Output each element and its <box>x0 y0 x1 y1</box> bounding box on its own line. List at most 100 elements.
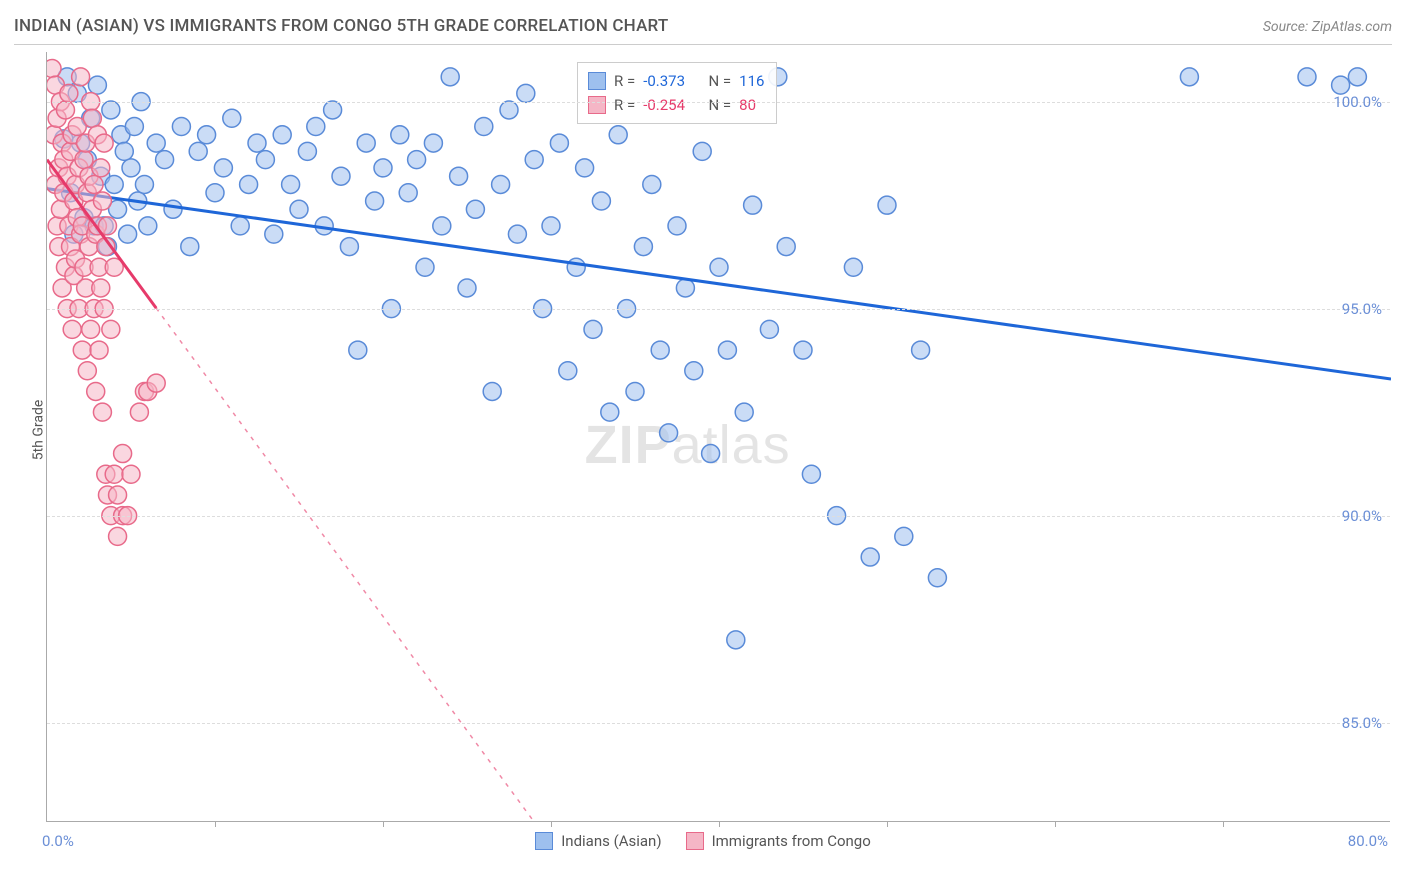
data-point <box>525 151 543 169</box>
bottom-legend: Indians (Asian) Immigrants from Congo <box>0 832 1406 850</box>
data-point <box>248 134 266 152</box>
trend-line-dashed <box>156 308 534 822</box>
data-point <box>130 403 148 421</box>
stat-value-n: 116 <box>739 72 764 90</box>
data-point <box>450 167 468 185</box>
data-point <box>861 548 879 566</box>
data-point <box>374 159 392 177</box>
legend-item: Immigrants from Congo <box>686 832 871 850</box>
data-point <box>424 134 442 152</box>
data-point <box>609 126 627 144</box>
data-point <box>777 238 795 256</box>
data-point <box>119 225 137 243</box>
data-point <box>105 175 123 193</box>
data-point <box>702 445 720 463</box>
y-tick-label: 95.0% <box>1342 300 1382 318</box>
plot-area: ZIPatlas R =-0.373 N =116R =-0.254 N =80… <box>46 52 1390 822</box>
data-point <box>517 84 535 102</box>
legend-swatch <box>686 832 704 850</box>
data-point <box>660 424 678 442</box>
stats-row: R =-0.254 N =80 <box>588 93 764 117</box>
data-point <box>90 341 108 359</box>
data-point <box>47 60 61 78</box>
data-point <box>592 192 610 210</box>
data-point <box>366 192 384 210</box>
data-point <box>685 362 703 380</box>
data-point <box>458 279 476 297</box>
data-point <box>83 109 101 127</box>
source-label: Source: ZipAtlas.com <box>1263 19 1392 35</box>
data-point <box>878 196 896 214</box>
data-point <box>693 142 711 160</box>
data-point <box>668 217 686 235</box>
data-point <box>85 175 103 193</box>
data-point <box>332 167 350 185</box>
data-point <box>744 196 762 214</box>
data-point <box>349 341 367 359</box>
stat-label-n: N = <box>708 96 731 114</box>
chart-container: INDIAN (ASIAN) VS IMMIGRANTS FROM CONGO … <box>0 0 1406 892</box>
data-point <box>1332 76 1350 94</box>
data-point <box>147 134 165 152</box>
x-tick <box>215 821 216 827</box>
data-point <box>206 184 224 202</box>
data-point <box>626 382 644 400</box>
data-point <box>88 76 106 94</box>
stat-label-n: N = <box>708 72 731 90</box>
stat-value-n: 80 <box>739 96 756 114</box>
data-point <box>214 159 232 177</box>
data-point <box>102 101 120 119</box>
data-point <box>1180 68 1198 86</box>
data-point <box>492 175 510 193</box>
data-point <box>433 217 451 235</box>
data-point <box>63 320 81 338</box>
data-point <box>172 118 190 136</box>
title-underline <box>14 44 1392 45</box>
data-point <box>391 126 409 144</box>
data-point <box>399 184 417 202</box>
data-point <box>139 217 157 235</box>
data-point <box>727 631 745 649</box>
data-point <box>710 258 728 276</box>
data-point <box>634 238 652 256</box>
data-point <box>802 465 820 483</box>
legend-label: Immigrants from Congo <box>712 832 871 850</box>
data-point <box>231 217 249 235</box>
stat-label-r: R = <box>614 96 635 114</box>
data-point <box>102 320 120 338</box>
data-point <box>928 569 946 587</box>
x-tick <box>383 821 384 827</box>
data-point <box>912 341 930 359</box>
data-point <box>483 382 501 400</box>
data-point <box>75 151 93 169</box>
data-point <box>601 403 619 421</box>
data-point <box>93 192 111 210</box>
data-point <box>550 134 568 152</box>
data-point <box>794 341 812 359</box>
data-point <box>500 101 518 119</box>
data-point <box>542 217 560 235</box>
data-point <box>298 142 316 160</box>
legend-swatch <box>588 72 606 90</box>
data-point <box>508 225 526 243</box>
data-point <box>324 101 342 119</box>
data-point <box>256 151 274 169</box>
data-point <box>125 118 143 136</box>
gridline-h <box>47 723 1390 724</box>
gridline-h <box>47 102 1390 103</box>
legend-label: Indians (Asian) <box>561 832 661 850</box>
y-tick-label: 85.0% <box>1342 714 1382 732</box>
data-point <box>282 175 300 193</box>
data-point <box>567 258 585 276</box>
data-point <box>895 527 913 545</box>
data-point <box>340 238 358 256</box>
legend-swatch <box>535 832 553 850</box>
data-point <box>466 200 484 218</box>
data-point <box>73 341 91 359</box>
data-point <box>109 486 127 504</box>
data-point <box>198 126 216 144</box>
data-point <box>164 200 182 218</box>
data-point <box>760 320 778 338</box>
x-tick <box>1223 821 1224 827</box>
x-tick <box>887 821 888 827</box>
